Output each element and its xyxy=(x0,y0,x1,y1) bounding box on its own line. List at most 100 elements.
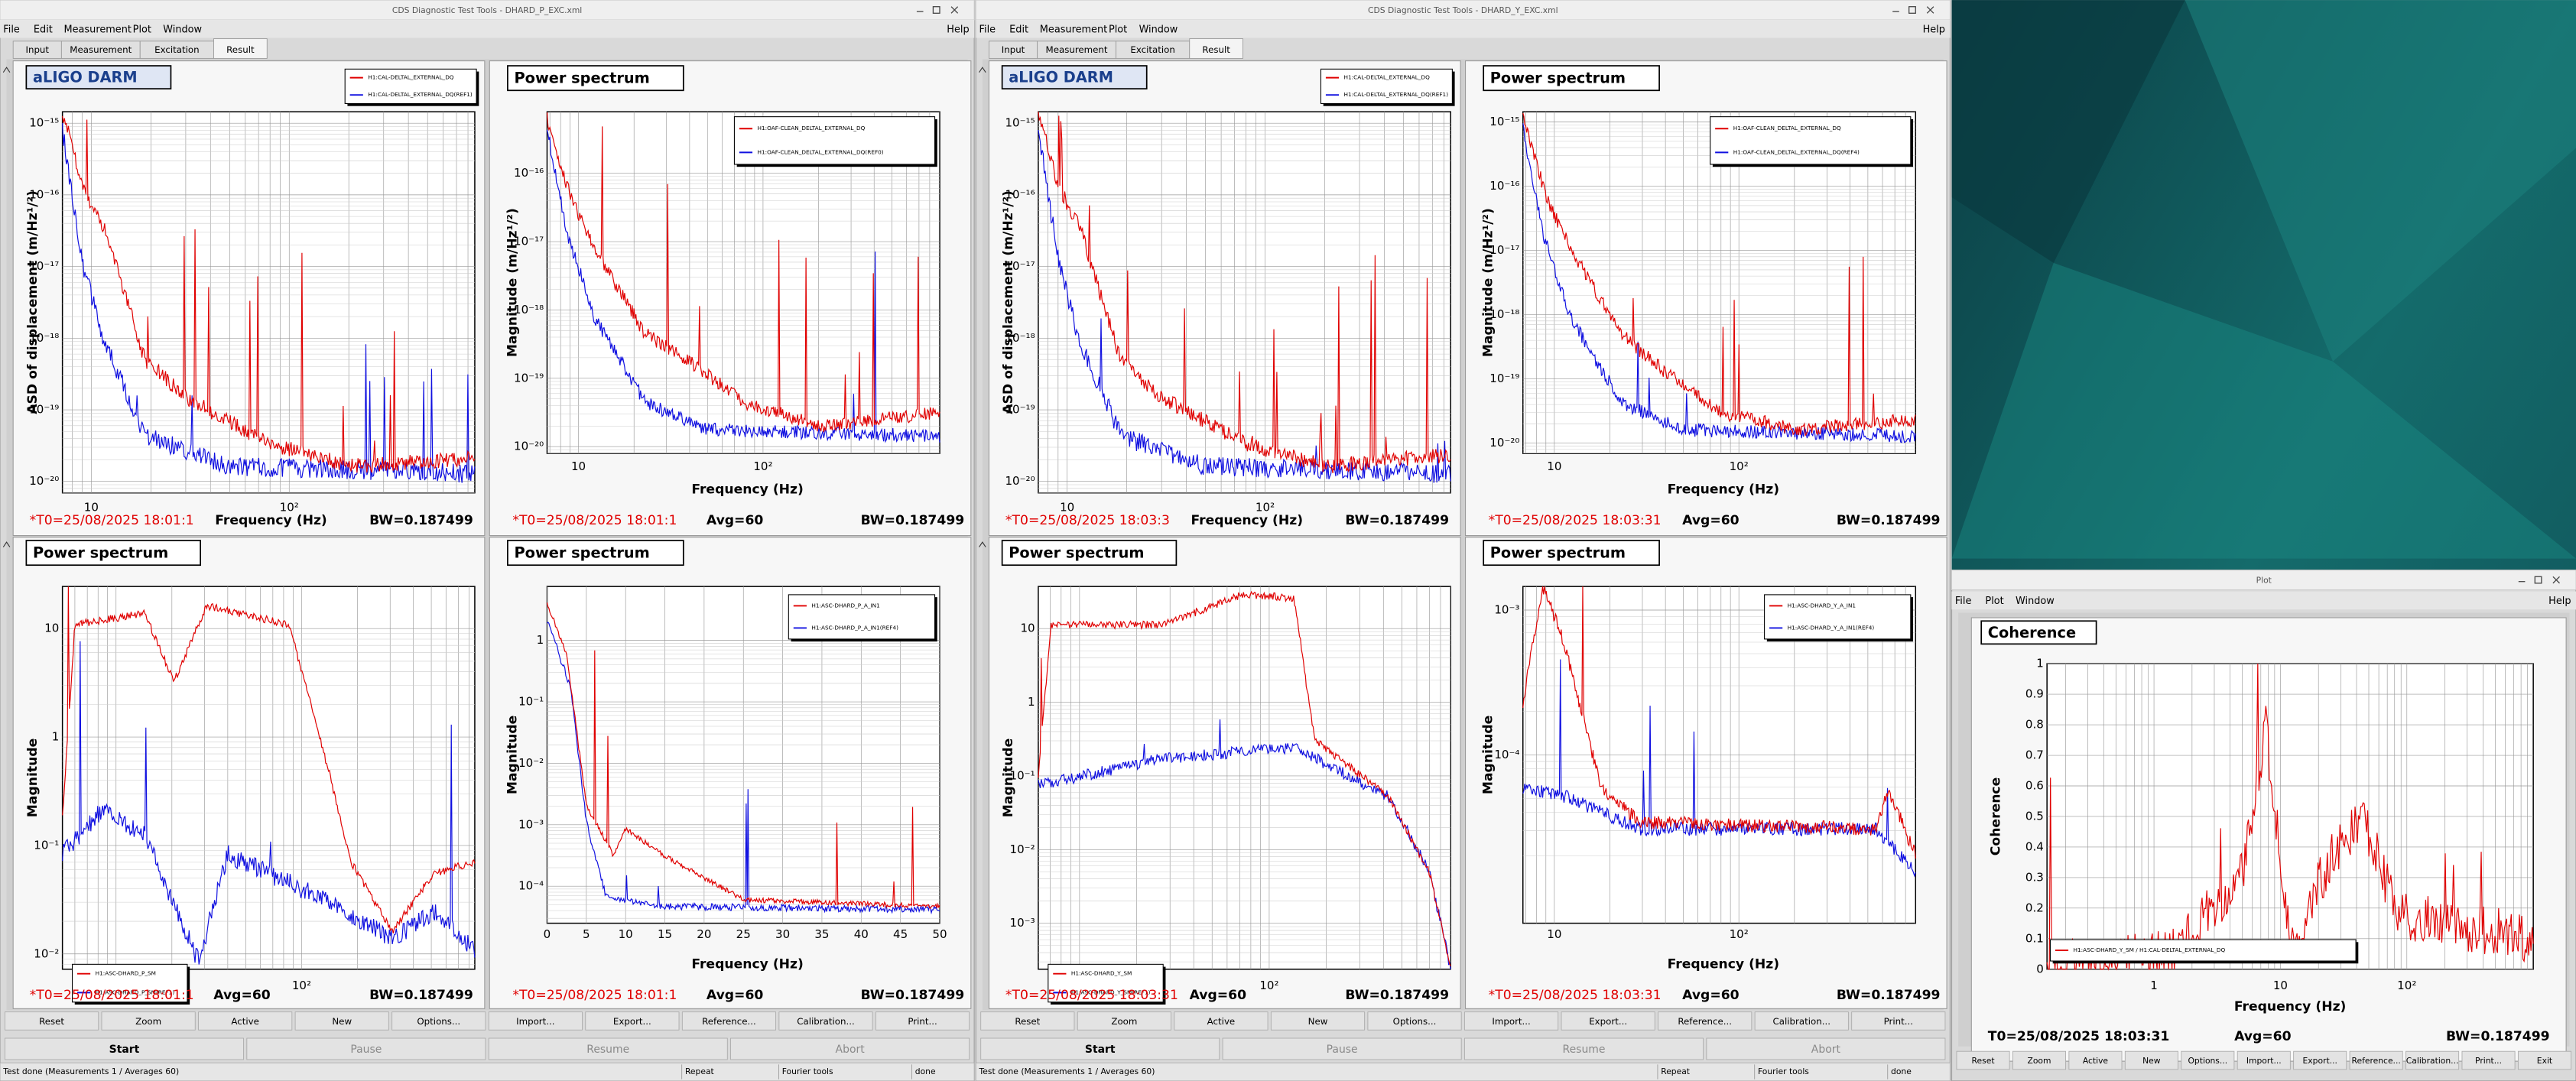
close-button[interactable] xyxy=(1926,6,1934,14)
button-label[interactable]: Import... xyxy=(516,1016,554,1027)
close-button[interactable] xyxy=(2552,576,2560,584)
button[interactable] xyxy=(1956,1050,2010,1070)
menu-item[interactable]: Window xyxy=(163,24,202,35)
button[interactable] xyxy=(1270,1011,1366,1031)
control-label[interactable]: Pause xyxy=(350,1044,382,1056)
tab-label[interactable]: Excitation xyxy=(1130,44,1174,55)
button[interactable] xyxy=(1077,1011,1171,1031)
button-label[interactable]: Import... xyxy=(2246,1056,2282,1066)
button-label[interactable]: Zoom xyxy=(2028,1056,2051,1066)
button-label[interactable]: Print... xyxy=(1884,1016,1913,1027)
maximize-button[interactable] xyxy=(932,6,940,14)
button[interactable] xyxy=(1658,1011,1753,1031)
button[interactable] xyxy=(198,1011,293,1031)
control-button[interactable] xyxy=(488,1037,728,1060)
menu-item[interactable]: File xyxy=(979,24,996,35)
menu-help[interactable]: Help xyxy=(1923,24,1945,35)
button-label[interactable]: Options... xyxy=(417,1016,460,1027)
menu-help[interactable]: Help xyxy=(947,24,969,35)
button[interactable] xyxy=(2349,1050,2403,1070)
button[interactable] xyxy=(1561,1011,1655,1031)
button[interactable] xyxy=(681,1011,776,1031)
button[interactable] xyxy=(5,1011,99,1031)
button-label[interactable]: Reset xyxy=(39,1016,64,1027)
button-label[interactable]: Zoom xyxy=(1111,1016,1137,1027)
control-label[interactable]: Resume xyxy=(1563,1044,1606,1056)
button[interactable] xyxy=(2461,1050,2516,1070)
button[interactable] xyxy=(294,1011,389,1031)
button[interactable] xyxy=(101,1011,196,1031)
button[interactable] xyxy=(778,1011,873,1031)
tab[interactable] xyxy=(213,38,268,59)
button[interactable] xyxy=(1851,1011,1946,1031)
button-label[interactable]: Export... xyxy=(2303,1056,2337,1066)
button[interactable] xyxy=(2124,1050,2178,1070)
button-label[interactable]: Zoom xyxy=(135,1016,161,1027)
button[interactable] xyxy=(2517,1050,2571,1070)
control-button[interactable] xyxy=(980,1037,1220,1060)
maximize-button[interactable] xyxy=(1908,6,1916,14)
menu-item[interactable]: Window xyxy=(1139,24,1178,35)
menu-item[interactable]: Measurement xyxy=(64,24,132,35)
button-label[interactable]: Calibration... xyxy=(1773,1016,1830,1027)
button[interactable] xyxy=(488,1011,583,1031)
menu-item[interactable]: File xyxy=(3,24,20,35)
control-label[interactable]: Pause xyxy=(1327,1044,1358,1056)
control-label[interactable]: Abort xyxy=(836,1044,866,1056)
button-label[interactable]: Reference... xyxy=(702,1016,756,1027)
button-label[interactable]: Calibration... xyxy=(2406,1056,2459,1066)
button-label[interactable]: New xyxy=(332,1016,352,1027)
tab-label[interactable]: Excitation xyxy=(154,44,199,55)
button[interactable] xyxy=(2012,1050,2066,1070)
button-label[interactable]: Import... xyxy=(1492,1016,1530,1027)
menu-help[interactable]: Help xyxy=(2548,596,2571,607)
button[interactable] xyxy=(2237,1050,2291,1070)
button-label[interactable]: Reset xyxy=(1015,1016,1040,1027)
menu-item[interactable]: Edit xyxy=(34,24,53,35)
menu-item[interactable]: Plot xyxy=(1109,24,1127,35)
control-label[interactable]: Resume xyxy=(586,1044,629,1056)
button-label[interactable]: Export... xyxy=(613,1016,651,1027)
button[interactable] xyxy=(980,1011,1075,1031)
button[interactable] xyxy=(2181,1050,2235,1070)
menu-item[interactable]: File xyxy=(1955,596,1972,607)
tab-label[interactable]: Measurement xyxy=(1046,44,1108,55)
button-label[interactable]: Reset xyxy=(1972,1056,1995,1066)
control-button[interactable] xyxy=(1222,1037,1462,1060)
button-label[interactable]: Print... xyxy=(908,1016,937,1027)
control-button[interactable] xyxy=(246,1037,486,1060)
button[interactable] xyxy=(391,1011,486,1031)
button[interactable] xyxy=(1367,1011,1462,1031)
menu-item[interactable]: Plot xyxy=(1985,596,2003,607)
menu-item[interactable]: Measurement xyxy=(1040,24,1107,35)
control-button[interactable] xyxy=(5,1037,244,1060)
button-label[interactable]: Active xyxy=(231,1016,258,1027)
button-label[interactable]: New xyxy=(1308,1016,1328,1027)
tab-label[interactable]: Input xyxy=(1002,44,1025,55)
button[interactable] xyxy=(1464,1011,1559,1031)
button-label[interactable]: Print... xyxy=(2475,1056,2502,1066)
tab-label[interactable]: Result xyxy=(1202,44,1230,55)
control-label[interactable]: Start xyxy=(109,1044,140,1056)
button-label[interactable]: Export... xyxy=(1589,1016,1627,1027)
button[interactable] xyxy=(1754,1011,1849,1031)
button-label[interactable]: Active xyxy=(2083,1056,2109,1066)
control-button[interactable] xyxy=(1464,1037,1704,1060)
button[interactable] xyxy=(875,1011,970,1031)
button-label[interactable]: Calibration... xyxy=(797,1016,854,1027)
control-button[interactable] xyxy=(1706,1037,1946,1060)
menu-item[interactable]: Edit xyxy=(1009,24,1028,35)
button-label[interactable]: Reference... xyxy=(2352,1056,2401,1066)
control-label[interactable]: Abort xyxy=(1811,1044,1841,1056)
maximize-button[interactable] xyxy=(2534,576,2542,584)
button[interactable] xyxy=(2068,1050,2123,1070)
tab-label[interactable]: Measurement xyxy=(70,44,132,55)
button-label[interactable]: Exit xyxy=(2537,1056,2552,1066)
tab-label[interactable]: Result xyxy=(226,44,255,55)
button-label[interactable]: Options... xyxy=(2188,1056,2227,1066)
button[interactable] xyxy=(2293,1050,2347,1070)
button[interactable] xyxy=(1174,1011,1269,1031)
control-label[interactable]: Start xyxy=(1085,1044,1116,1056)
tab-label[interactable]: Input xyxy=(25,44,49,55)
menu-item[interactable]: Plot xyxy=(133,24,151,35)
